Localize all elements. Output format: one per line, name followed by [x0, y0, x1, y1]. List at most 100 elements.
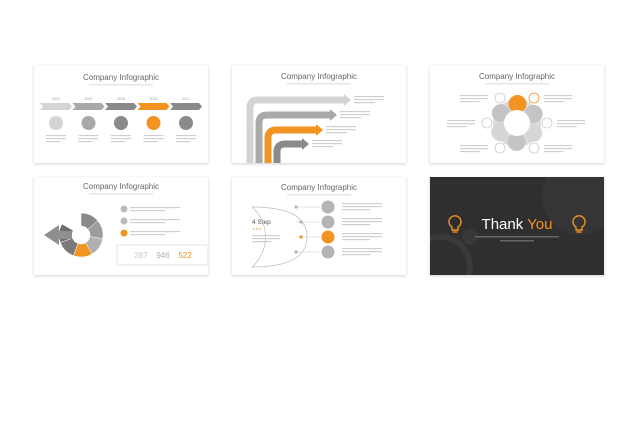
- stat-value: 522: [178, 251, 192, 260]
- cycle-node: [528, 142, 540, 154]
- text-placeholder: [544, 101, 564, 103]
- text-placeholder: [326, 126, 356, 128]
- slide-title: Company Infographic: [83, 73, 159, 82]
- cycle-petal: [508, 95, 527, 114]
- text-placeholder: [342, 224, 370, 226]
- text-placeholder: [460, 101, 480, 103]
- stat-value: 287: [134, 251, 148, 260]
- slide-cycle[interactable]: Company Infographic: [430, 65, 604, 163]
- text-placeholder: [111, 135, 131, 137]
- cycle-node: [541, 117, 553, 129]
- slide-thank-you[interactable]: Thank You: [430, 177, 604, 275]
- star-icon: [253, 228, 255, 230]
- star-icon: [256, 228, 258, 230]
- text-placeholder: [176, 135, 196, 137]
- text-placeholder: [460, 148, 488, 150]
- cycle-petal: [491, 123, 510, 142]
- text-placeholder: [342, 254, 370, 256]
- step-circle: [321, 245, 335, 259]
- text-placeholder: [557, 126, 577, 128]
- year-label: 2017: [182, 97, 190, 101]
- text-placeholder: [460, 95, 488, 97]
- text-placeholder: [447, 126, 467, 128]
- text-placeholder: [46, 141, 60, 143]
- text-placeholder: [342, 221, 382, 223]
- year-label: 2016: [150, 97, 158, 101]
- text-placeholder: [544, 145, 572, 147]
- text-placeholder: [252, 241, 272, 243]
- feature-icon: [120, 229, 128, 237]
- step-circle: [321, 215, 335, 229]
- stat-value: 946: [156, 251, 170, 260]
- slide-circular-arrow[interactable]: Company Infographic 287 946 522: [34, 177, 208, 275]
- text-placeholder: [312, 146, 333, 148]
- step-dot: [294, 250, 298, 254]
- text-placeholder: [342, 236, 382, 238]
- feature-icon: [120, 205, 128, 213]
- feature-icon: [120, 217, 128, 225]
- text-placeholder: [557, 120, 585, 122]
- thank-text: Thank: [482, 216, 524, 233]
- text-placeholder: [544, 148, 572, 150]
- text-placeholder: [130, 222, 165, 224]
- step-circle: [321, 230, 335, 244]
- cycle-petal: [507, 132, 526, 151]
- text-placeholder: [447, 120, 475, 122]
- text-placeholder: [460, 151, 480, 153]
- text-placeholder: [340, 111, 370, 113]
- cycle-node: [494, 92, 506, 104]
- text-placeholder: [130, 207, 180, 209]
- text-placeholder: [544, 151, 564, 153]
- text-placeholder: [544, 98, 572, 100]
- text-placeholder: [130, 234, 165, 236]
- text-placeholder: [78, 141, 93, 143]
- slide-arrows[interactable]: Company Infographic: [232, 65, 406, 163]
- arrow-head: [302, 138, 309, 150]
- year-label: 2013: [52, 97, 60, 101]
- slide-title: Company Infographic: [281, 72, 357, 81]
- star-icon: [259, 228, 261, 230]
- arrow-head: [344, 94, 351, 106]
- arrow-head: [330, 109, 337, 121]
- timeline-circle: [81, 116, 96, 130]
- step-heading: 4 Step: [252, 219, 271, 226]
- step-circle: [321, 200, 335, 214]
- text-placeholder: [340, 114, 370, 116]
- lightbulb-icon: [448, 215, 462, 233]
- text-placeholder: [143, 135, 164, 137]
- step-dot: [299, 235, 303, 239]
- timeline-chevron: [105, 103, 137, 110]
- slide-title: Company Infographic: [281, 183, 357, 192]
- slide-title: Company Infographic: [479, 72, 555, 81]
- text-placeholder: [342, 248, 382, 250]
- slide-timeline[interactable]: Company Infographic 2013 2014 2015 2016 2017: [34, 65, 208, 163]
- text-placeholder: [78, 135, 99, 137]
- arrow-head: [44, 225, 72, 245]
- bent-arrow: [264, 126, 316, 163]
- text-placeholder: [342, 239, 370, 241]
- text-placeholder: [143, 141, 158, 143]
- text-placeholder: [354, 99, 384, 101]
- timeline-chevron: [170, 103, 202, 110]
- step-dot: [299, 220, 303, 224]
- text-placeholder: [130, 210, 165, 212]
- slide-four-step[interactable]: Company Infographic 4 Step: [232, 177, 406, 275]
- text-placeholder: [354, 102, 375, 104]
- cycle-node: [481, 117, 493, 129]
- text-placeholder: [342, 251, 382, 253]
- text-placeholder: [342, 203, 382, 205]
- timeline-circle: [114, 116, 128, 130]
- text-placeholder: [342, 206, 382, 208]
- timeline-chevron: [137, 103, 170, 110]
- text-placeholder: [130, 219, 180, 221]
- cycle-petal: [524, 104, 543, 123]
- text-placeholder: [252, 235, 280, 237]
- text-placeholder: [78, 138, 99, 140]
- cycle-center: [504, 110, 530, 136]
- timeline-chevron: [40, 103, 72, 110]
- step-arc: [251, 206, 266, 268]
- text-placeholder: [447, 123, 475, 125]
- you-text: You: [527, 216, 552, 233]
- text-placeholder: [312, 140, 342, 142]
- text-placeholder: [342, 233, 382, 235]
